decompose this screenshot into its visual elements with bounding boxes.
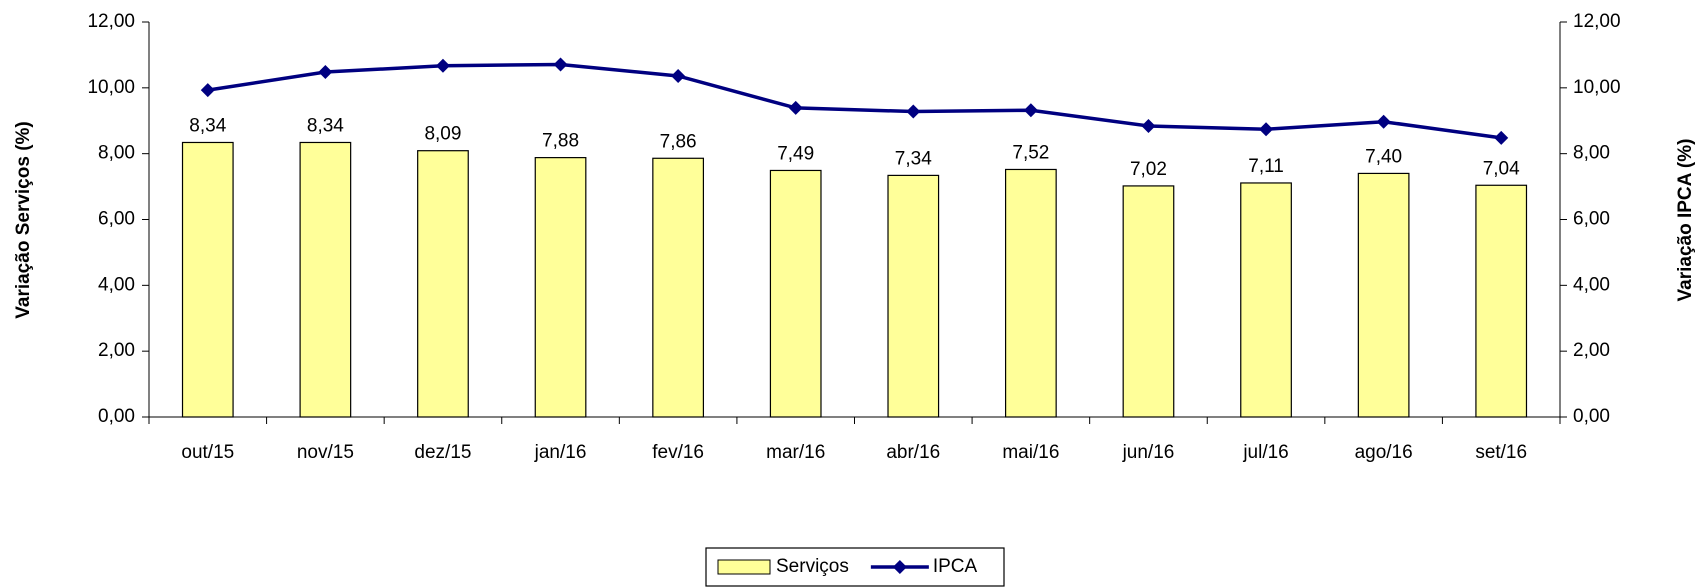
bar — [417, 150, 469, 418]
y2-tick-label: 10,00 — [1573, 77, 1621, 98]
data-label: 7,04 — [1483, 158, 1520, 179]
x-tick-label: fev/16 — [652, 442, 704, 463]
data-label: 7,49 — [777, 143, 814, 164]
y2-tick-label: 6,00 — [1573, 209, 1610, 230]
bar — [1475, 184, 1528, 418]
x-tick-label: nov/15 — [297, 442, 354, 463]
data-label: 7,11 — [1248, 156, 1284, 177]
bar — [887, 174, 940, 418]
data-label: 7,86 — [660, 131, 697, 152]
line-marker — [1494, 130, 1509, 145]
x-tick-label: mar/16 — [766, 442, 825, 463]
y2-tick-label: 12,00 — [1573, 11, 1621, 32]
line-marker — [1259, 122, 1274, 137]
line-marker — [671, 68, 686, 83]
bar — [534, 157, 587, 418]
bar — [1122, 185, 1175, 418]
bar — [1357, 172, 1410, 418]
legend-label: Serviços — [776, 556, 849, 577]
line-marker — [906, 104, 921, 119]
y2-tick-label: 8,00 — [1573, 143, 1610, 164]
y-tick-label: 8,00 — [98, 143, 135, 164]
x-tick-label: ago/16 — [1355, 442, 1413, 463]
y2-axis-title: Variação IPCA (%) — [1675, 139, 1696, 302]
y-tick-label: 4,00 — [98, 274, 135, 295]
bar — [299, 141, 352, 418]
y2-tick-label: 0,00 — [1573, 406, 1610, 427]
legend-swatch — [717, 559, 771, 575]
bar — [1240, 182, 1292, 418]
y-tick-label: 12,00 — [87, 11, 135, 32]
bar — [652, 157, 705, 418]
line-marker — [553, 57, 568, 72]
data-label: 7,40 — [1365, 146, 1402, 167]
data-label: 7,02 — [1130, 159, 1167, 180]
x-tick-label: set/16 — [1475, 442, 1527, 463]
x-tick-label: dez/15 — [414, 442, 471, 463]
data-label: 7,52 — [1012, 142, 1049, 163]
y-tick-label: 10,00 — [87, 77, 135, 98]
line-marker — [1376, 114, 1391, 129]
y-tick-label: 0,00 — [98, 406, 135, 427]
legend-swatch-marker — [892, 560, 907, 574]
x-tick-label: mai/16 — [1002, 442, 1059, 463]
bar — [769, 169, 822, 418]
data-label: 8,09 — [424, 124, 461, 145]
y-tick-label: 6,00 — [98, 209, 135, 230]
line — [207, 62, 1502, 140]
x-tick-label: jul/16 — [1242, 442, 1288, 463]
y-tick-label: 2,00 — [98, 340, 135, 361]
y2-tick-label: 2,00 — [1573, 340, 1610, 361]
line-marker — [200, 83, 215, 98]
line-marker — [435, 58, 450, 73]
legend-label: IPCA — [933, 556, 978, 577]
x-tick-label: abr/16 — [886, 442, 940, 463]
y-axis-title: Variação Serviços (%) — [13, 121, 34, 319]
y2-tick-label: 4,00 — [1573, 274, 1610, 295]
bar — [181, 141, 234, 418]
bar — [1004, 168, 1057, 418]
x-tick-label: out/15 — [181, 442, 234, 463]
data-label: 8,34 — [189, 115, 226, 136]
x-tick-label: jun/16 — [1122, 442, 1175, 463]
line-marker — [1023, 103, 1038, 118]
line-marker — [318, 65, 333, 80]
line-marker — [788, 100, 803, 115]
data-label: 7,34 — [895, 148, 932, 169]
data-label: 7,88 — [542, 131, 579, 152]
line-marker — [1141, 119, 1156, 134]
x-tick-label: jan/16 — [534, 442, 587, 463]
data-label: 8,34 — [307, 115, 344, 136]
